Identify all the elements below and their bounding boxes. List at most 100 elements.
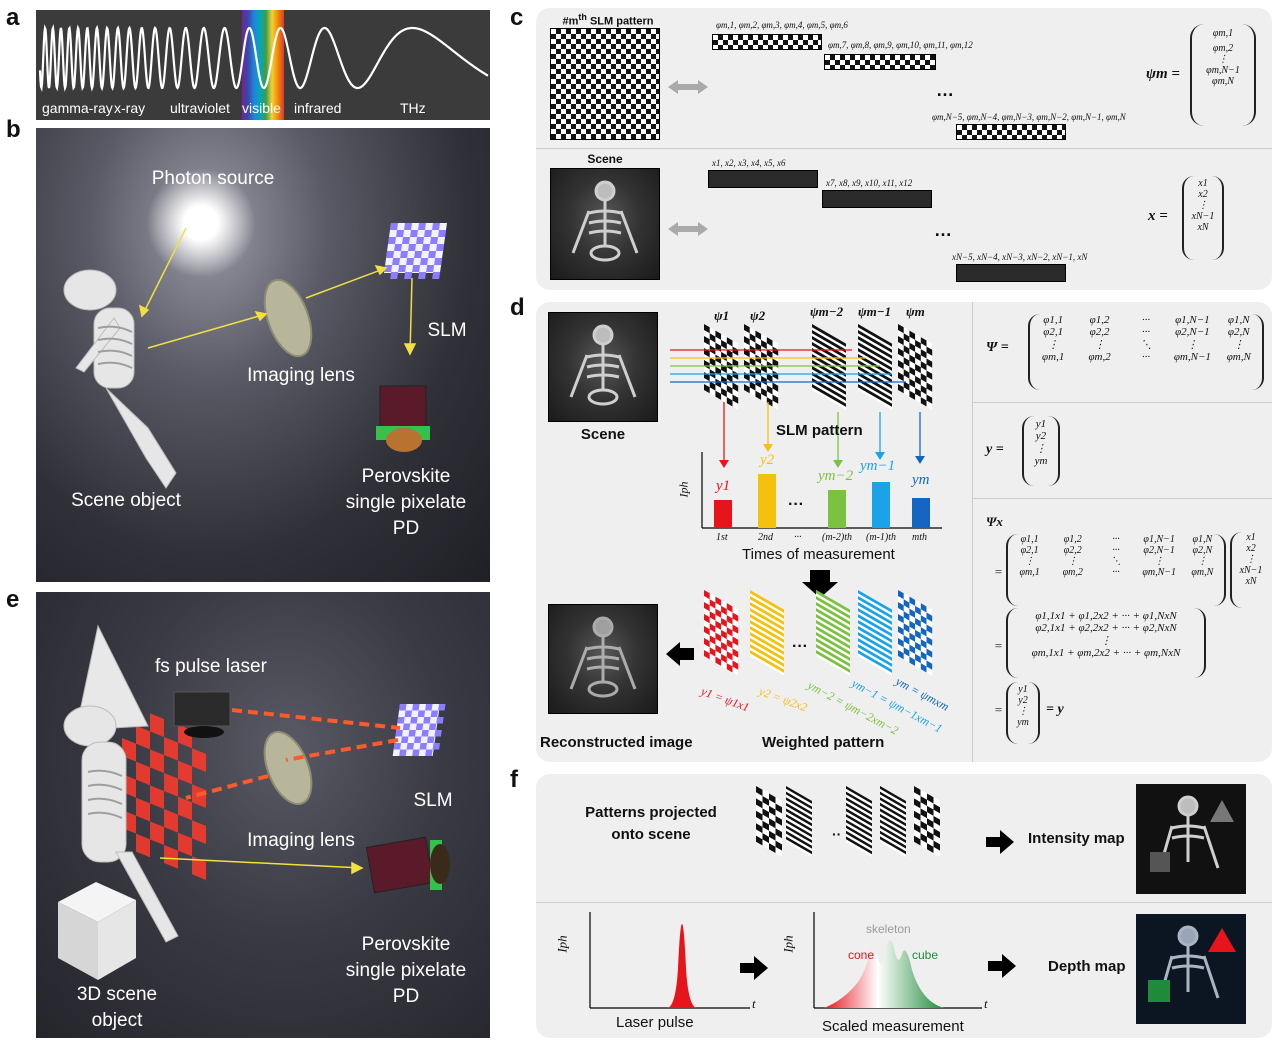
phi-row-2: φm,7, φm,8, φm,9, φm,10, φm,11, φm,12 — [828, 40, 973, 50]
pattern-cell — [749, 333, 756, 343]
weighted-cell — [926, 624, 933, 634]
weighted-cell — [726, 627, 733, 637]
weighted-cell — [709, 635, 716, 645]
weighted-cell — [721, 653, 727, 664]
matrix-cell: ··· — [1112, 567, 1120, 578]
f-pattern-cell — [933, 840, 940, 851]
f-pattern-cell — [914, 786, 921, 796]
f-pattern-cell — [914, 835, 921, 846]
pattern-cell — [761, 351, 767, 362]
slm-cell — [422, 244, 431, 251]
panel-c-divider — [536, 148, 1272, 149]
panel-label-c: c — [510, 4, 524, 31]
label-xray: x-ray — [114, 100, 146, 116]
slm-cell — [410, 230, 419, 237]
matrix-cell: φ2,N — [1192, 545, 1213, 556]
red-pattern-cell — [136, 725, 150, 750]
pattern-cell — [704, 324, 710, 334]
weighted-stripe — [750, 602, 784, 625]
bar-axes — [701, 452, 942, 529]
pattern-cell — [915, 363, 921, 374]
weighted-stripe — [858, 620, 892, 643]
skeleton-xray-rec — [569, 616, 637, 698]
weighted-cell — [909, 620, 916, 630]
slm-cell — [418, 272, 427, 279]
divider-d2 — [972, 498, 1272, 499]
pattern-cell — [726, 337, 733, 347]
slm-cell — [426, 265, 435, 272]
slm-cell — [423, 717, 431, 724]
slm-cell — [412, 704, 420, 711]
weighted-cell — [920, 651, 927, 661]
f-pattern-cell — [769, 818, 776, 829]
bar-2 — [758, 474, 776, 528]
pattern-stripe — [812, 372, 846, 395]
photon-source-label: Photon source — [151, 168, 275, 189]
f-pattern-cell — [756, 786, 763, 796]
weighted-cell — [726, 615, 733, 625]
detector-label-e: Perovskite single pixelate PD — [336, 932, 476, 1010]
left-arrow — [666, 642, 694, 666]
f-pattern-stripe — [846, 808, 872, 827]
pattern-cell — [715, 390, 722, 400]
weighted-stripe — [750, 632, 784, 655]
label-thz: THz — [400, 100, 426, 116]
pattern-stripe — [858, 378, 892, 401]
f-pattern-cell — [762, 833, 769, 844]
detector-line-3: PD — [392, 518, 420, 539]
slm-cell — [384, 265, 393, 272]
matrix-cell: φ2,2 — [1089, 326, 1110, 338]
matrix-row: φ2,1 φ2,2 ··· φ2,N−1 φ2,N — [1008, 545, 1224, 556]
weighted-cell — [926, 636, 933, 646]
matrix-cell: φ1,N — [1192, 534, 1213, 545]
pattern-cell — [909, 378, 916, 388]
weighted-cell — [915, 605, 921, 616]
double-arrow-c1 — [668, 80, 708, 94]
panel-label-d: d — [510, 294, 525, 321]
slm-label-b: SLM — [427, 320, 467, 341]
y-label-2: y2 — [760, 452, 775, 468]
f-pattern-stripe — [786, 836, 812, 855]
matrix-cell: φ2,N−1 — [1143, 545, 1175, 556]
slm-cell — [414, 251, 423, 258]
f-pattern-cell — [927, 818, 934, 829]
weighted-cell — [721, 617, 727, 628]
label-gamma: gamma-ray — [42, 100, 113, 116]
skeleton-figure — [63, 269, 177, 489]
pattern-cell — [704, 336, 710, 346]
pattern-cell — [903, 333, 910, 343]
f-patterns — [756, 786, 940, 858]
weighted-cell — [909, 608, 916, 618]
pattern-cell — [709, 333, 716, 343]
down-arrows — [719, 402, 925, 468]
tick-m: mth — [912, 532, 927, 543]
matrix-cell: ⋮ — [1154, 556, 1165, 567]
pattern-cell — [715, 378, 722, 388]
weighted-pattern-3 — [816, 590, 850, 676]
pattern-cell — [909, 330, 916, 340]
slm-cell — [390, 223, 398, 230]
f-pattern-cell — [914, 823, 921, 834]
psi-label-m1: ψm−1 — [858, 304, 892, 319]
f-pattern-cell — [927, 793, 934, 804]
f-pattern-1 — [756, 786, 782, 858]
f-pattern-stripe — [846, 830, 872, 849]
pattern-cell — [709, 357, 716, 367]
pattern-stripe — [858, 342, 892, 365]
slm-pattern-image — [550, 28, 660, 140]
pattern-cell — [909, 342, 916, 352]
slm-pattern-4 — [858, 324, 892, 410]
slm-cell — [436, 717, 444, 724]
bar-1 — [714, 500, 732, 528]
weighted-cell — [926, 612, 933, 622]
f-pattern-stripe — [846, 836, 872, 855]
tick-1st: 1st — [716, 532, 728, 543]
label-visible: visible — [242, 100, 281, 116]
matrix-cell: φm,N−1 — [1173, 351, 1211, 363]
bar-ellipsis: ··· — [788, 496, 804, 513]
weighted-cell — [715, 596, 722, 606]
weighted-stripe — [750, 650, 784, 673]
scene-object-label-e: 3D scene object — [62, 982, 172, 1034]
weighted-cell — [709, 647, 716, 657]
weighted-cell — [920, 615, 927, 625]
